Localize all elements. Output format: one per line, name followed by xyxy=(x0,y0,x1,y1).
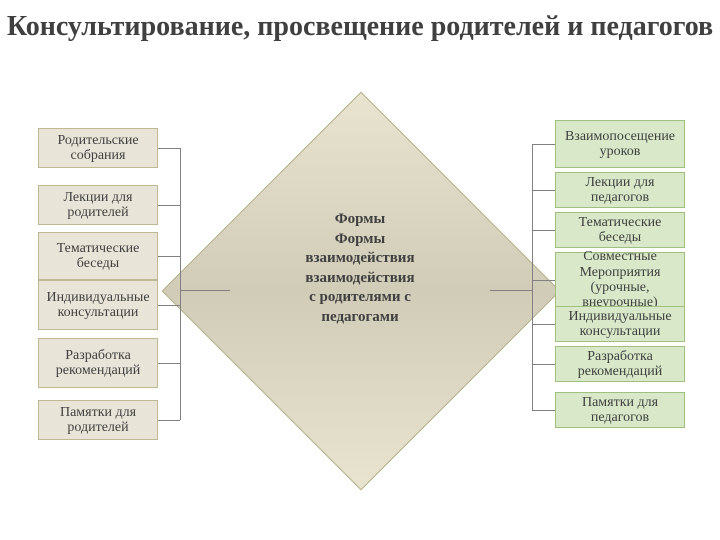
left-box-5: Памятки для родителей xyxy=(38,400,158,440)
center-line5: с родителями с xyxy=(309,289,411,305)
right-box-1: Лекции для педагогов xyxy=(555,172,685,208)
center-line3: взаимодействия xyxy=(305,250,414,266)
left-connector-1 xyxy=(158,205,180,206)
left-box-1: Лекции для родителей xyxy=(38,185,158,225)
right-connector-5 xyxy=(532,364,555,365)
left-connector-2 xyxy=(158,256,180,257)
center-text: Формы Формы взаимодействия взаимодействи… xyxy=(230,210,490,327)
left-spine-to-diamond xyxy=(180,290,230,291)
right-box-6: Памятки для педагогов xyxy=(555,392,685,428)
right-box-3: Совместные Мероприятия (урочные, внеуроч… xyxy=(555,252,685,308)
left-connector-3 xyxy=(158,305,180,306)
right-connector-1 xyxy=(532,190,555,191)
left-box-4: Разработка рекомендаций xyxy=(38,338,158,388)
left-box-3: Индивидуальные консультации xyxy=(38,280,158,330)
left-box-2: Тематические беседы xyxy=(38,232,158,280)
center-line6: педагогами xyxy=(321,309,398,325)
right-spine-to-diamond xyxy=(490,290,532,291)
page-title: Консультирование, просвещение родителей … xyxy=(0,0,720,44)
left-connector-0 xyxy=(158,148,180,149)
right-connector-4 xyxy=(532,324,555,325)
left-connector-5 xyxy=(158,420,180,421)
left-connector-4 xyxy=(158,363,180,364)
right-box-5: Разработка рекомендаций xyxy=(555,346,685,382)
center-line1: Формы xyxy=(335,211,385,227)
right-connector-2 xyxy=(532,230,555,231)
right-spine xyxy=(532,144,533,410)
left-box-0: Родительские собрания xyxy=(38,128,158,168)
right-box-2: Тематические беседы xyxy=(555,212,685,248)
right-box-4: Индивидуальные консультации xyxy=(555,306,685,342)
center-line2: Формы xyxy=(335,231,385,247)
right-connector-6 xyxy=(532,410,555,411)
center-line4: взаимодействия xyxy=(305,270,414,286)
left-spine xyxy=(180,148,181,420)
right-box-0: Взаимопосещение уроков xyxy=(555,120,685,168)
right-connector-0 xyxy=(532,144,555,145)
right-connector-3 xyxy=(532,280,555,281)
